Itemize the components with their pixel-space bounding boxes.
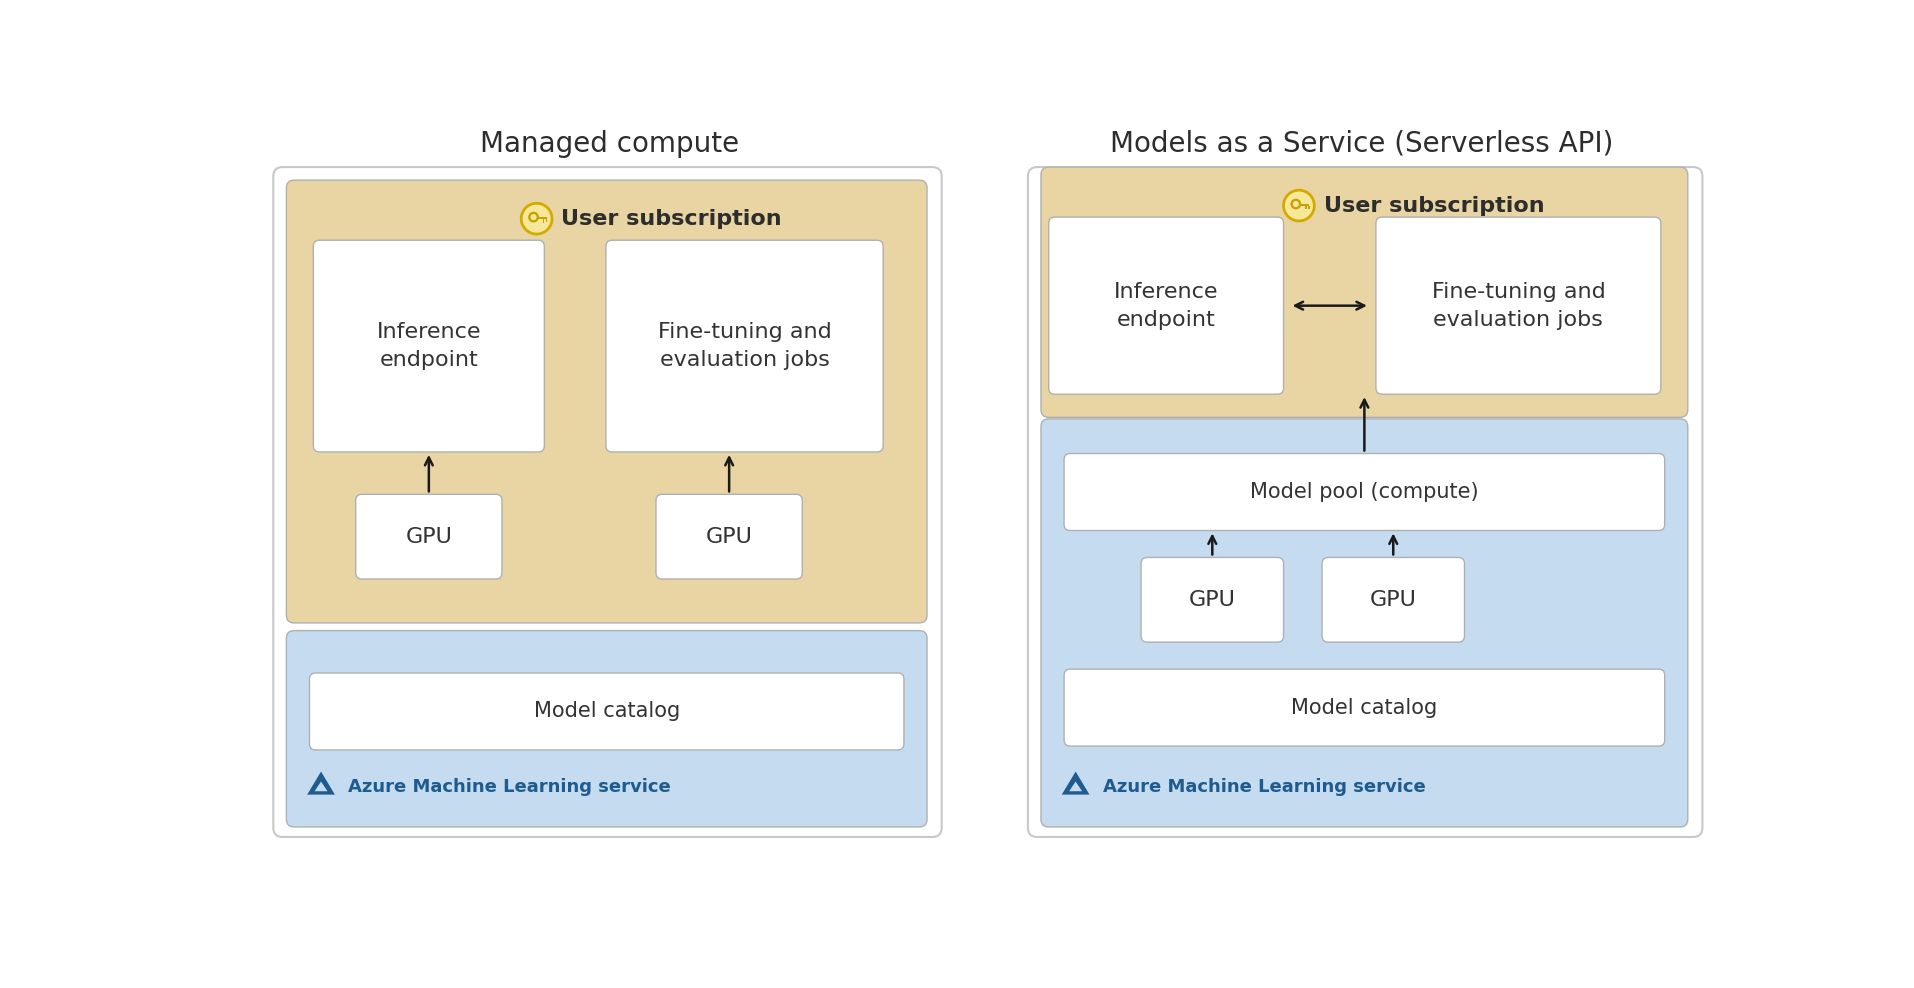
Text: Models as a Service (Serverless API): Models as a Service (Serverless API)	[1110, 130, 1614, 158]
FancyBboxPatch shape	[1064, 669, 1665, 746]
Text: Model catalog: Model catalog	[1292, 698, 1437, 717]
FancyBboxPatch shape	[287, 630, 926, 827]
Text: Inference
endpoint: Inference endpoint	[1114, 282, 1219, 330]
FancyBboxPatch shape	[287, 180, 926, 622]
Text: Inference
endpoint: Inference endpoint	[377, 322, 480, 370]
Circle shape	[1290, 199, 1302, 209]
Text: GPU: GPU	[406, 527, 452, 546]
FancyBboxPatch shape	[274, 167, 942, 837]
Text: User subscription: User subscription	[561, 208, 783, 228]
Polygon shape	[1070, 782, 1081, 791]
Polygon shape	[538, 217, 547, 219]
FancyBboxPatch shape	[356, 494, 501, 579]
Text: GPU: GPU	[1370, 590, 1416, 610]
Polygon shape	[306, 772, 335, 794]
Polygon shape	[1300, 205, 1309, 206]
Text: User subscription: User subscription	[1324, 196, 1545, 215]
Circle shape	[530, 214, 536, 220]
FancyBboxPatch shape	[1041, 167, 1688, 417]
Circle shape	[528, 211, 540, 222]
FancyBboxPatch shape	[1141, 557, 1284, 642]
Text: Fine-tuning and
evaluation jobs: Fine-tuning and evaluation jobs	[1432, 282, 1606, 330]
Text: Managed compute: Managed compute	[480, 130, 739, 158]
FancyBboxPatch shape	[1064, 453, 1665, 531]
FancyBboxPatch shape	[1028, 167, 1702, 837]
Polygon shape	[314, 782, 327, 791]
Text: GPU: GPU	[1189, 590, 1236, 610]
Text: Fine-tuning and
evaluation jobs: Fine-tuning and evaluation jobs	[658, 322, 831, 370]
Text: Model pool (compute): Model pool (compute)	[1250, 482, 1480, 502]
Text: Azure Machine Learning service: Azure Machine Learning service	[1102, 778, 1426, 796]
Text: GPU: GPU	[706, 527, 752, 546]
Circle shape	[1292, 201, 1300, 207]
Text: Model catalog: Model catalog	[534, 701, 679, 721]
Text: Azure Machine Learning service: Azure Machine Learning service	[348, 778, 670, 796]
Polygon shape	[1062, 772, 1089, 794]
FancyBboxPatch shape	[310, 673, 903, 750]
Circle shape	[521, 204, 551, 234]
FancyBboxPatch shape	[314, 240, 544, 452]
FancyBboxPatch shape	[607, 240, 882, 452]
FancyBboxPatch shape	[1041, 419, 1688, 827]
Circle shape	[1284, 190, 1315, 221]
FancyBboxPatch shape	[1323, 557, 1464, 642]
FancyBboxPatch shape	[1376, 217, 1661, 394]
FancyBboxPatch shape	[657, 494, 802, 579]
FancyBboxPatch shape	[1049, 217, 1284, 394]
